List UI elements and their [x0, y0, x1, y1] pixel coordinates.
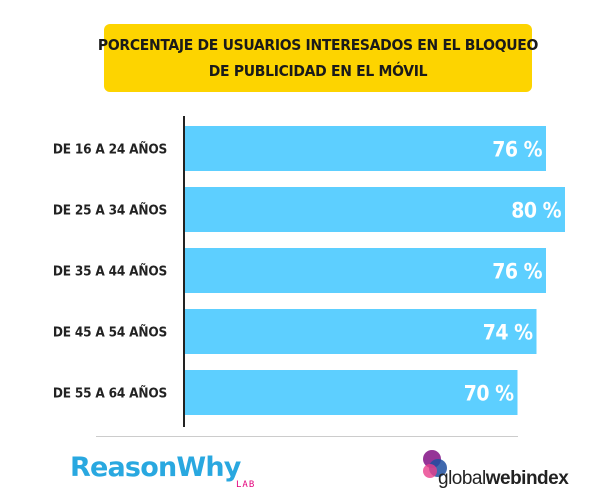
category-label-4: DE 45 A 54 AÑOS [53, 324, 167, 341]
overlapping-circles-icon [423, 450, 447, 478]
gwi-word-global: global [438, 468, 486, 489]
globalwebindex-wordmark: globalwebindex [438, 468, 569, 490]
category-label-5: DE 55 A 64 AÑOS [53, 385, 167, 402]
value-label-1: 76 % [492, 138, 542, 162]
bar-1 [185, 126, 546, 171]
chart-title-box: PORCENTAJE DE USUARIOS INTERESADOS EN EL… [98, 24, 538, 92]
bar-4 [185, 309, 537, 354]
value-label-3: 76 % [492, 260, 542, 284]
reasonwhy-lab-tag: LAB [236, 480, 256, 490]
reasonwhy-wordmark: ReasonWhy [70, 452, 241, 484]
category-label-3: DE 35 A 44 AÑOS [53, 263, 167, 280]
footer-divider [96, 436, 518, 437]
bar-2 [185, 187, 565, 232]
value-label-4: 74 % [483, 321, 533, 345]
reasonwhy-logo: ReasonWhy LAB [70, 452, 260, 496]
gwi-word-webindex: webindex [485, 468, 569, 489]
bar-chart: DE 16 A 24 AÑOS 76 % DE 25 A 34 AÑOS 80 % DE… [53, 116, 565, 427]
value-label-5: 70 % [464, 382, 514, 406]
bar-5 [185, 370, 518, 415]
value-label-2: 80 % [511, 199, 561, 223]
reasonwhy-word-why: Why [176, 452, 241, 483]
chart-title-line-1: PORCENTAJE DE USUARIOS INTERESADOS EN EL… [97, 36, 539, 54]
globalwebindex-logo: globalwebindex [418, 448, 588, 496]
bar-3 [185, 248, 546, 293]
category-label-1: DE 16 A 24 AÑOS [53, 141, 167, 158]
category-label-2: DE 25 A 34 AÑOS [53, 202, 167, 219]
reasonwhy-word-reason: Reason [70, 452, 177, 483]
chart-title-line-2: DE PUBLICIDAD EN EL MÓVIL [208, 62, 428, 80]
